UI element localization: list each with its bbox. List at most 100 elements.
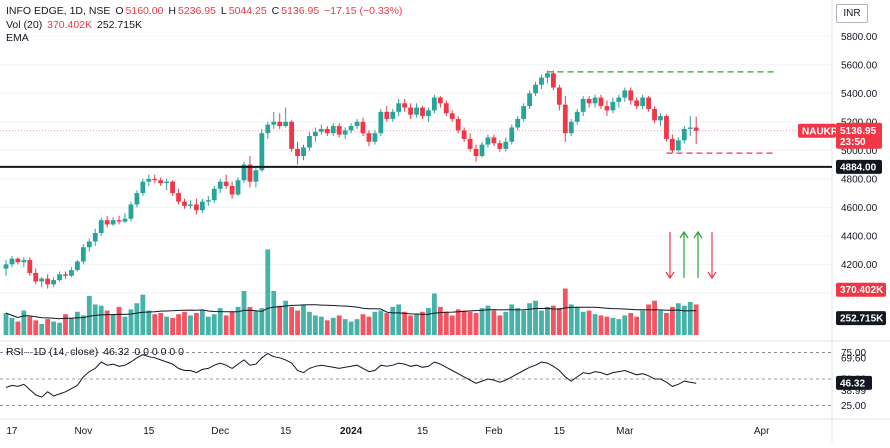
drawn-lines	[0, 71, 832, 280]
time-tick-label: Nov	[74, 426, 92, 437]
volume-value: 370.402K	[47, 19, 93, 31]
price-tick-label: 5400.00	[841, 89, 878, 100]
volume-bar	[27, 316, 33, 335]
volume-bars	[3, 249, 699, 335]
volume-bar	[556, 308, 562, 335]
volume-bar	[681, 305, 687, 335]
volume-bar	[152, 314, 158, 335]
volume-bar	[80, 315, 86, 335]
volume-bar	[271, 291, 277, 335]
time-tick-label: 17	[6, 426, 18, 437]
candle-body	[360, 121, 366, 134]
volume-bar	[235, 306, 241, 335]
volume-ma-line	[5, 304, 697, 320]
volume-bar	[610, 317, 616, 335]
volume-bar	[194, 313, 199, 335]
volume-bar	[604, 316, 610, 335]
volume-bar	[384, 313, 390, 335]
candle-body	[110, 220, 116, 225]
volume-bar	[158, 313, 164, 335]
volume-bar	[253, 310, 259, 335]
volume-bar	[301, 304, 306, 335]
volume-bar	[652, 300, 657, 335]
last-price-tag: 5136.95	[840, 126, 877, 137]
volume-bar	[170, 317, 175, 335]
volume-bar	[205, 316, 211, 335]
ema-header[interactable]: EMA	[6, 32, 31, 44]
candle-body	[426, 110, 431, 117]
candle-body	[313, 131, 318, 137]
volume-bar	[396, 304, 402, 335]
candle-body	[681, 128, 687, 141]
candles	[3, 70, 699, 289]
candle-body	[443, 103, 449, 114]
candle-body	[104, 220, 110, 225]
candle-body	[652, 108, 657, 121]
candle-body	[461, 130, 467, 139]
price-tick-label: 5600.00	[841, 60, 878, 71]
candle-body	[271, 121, 277, 125]
volume-bar	[693, 304, 699, 335]
open-value: 5160.00	[125, 5, 164, 17]
candle-body	[455, 118, 461, 131]
volume-bar	[110, 314, 116, 335]
candle-body	[342, 130, 348, 135]
candle-body	[545, 73, 550, 78]
volume-bar	[140, 294, 146, 335]
candle-body	[348, 126, 354, 131]
volume-bar	[3, 313, 9, 335]
candle-body	[539, 77, 544, 85]
candle-body	[265, 124, 271, 134]
candle-body	[51, 280, 56, 285]
candle-body	[199, 201, 205, 211]
price-tick-label: 5800.00	[841, 32, 878, 43]
volume-bar	[128, 309, 134, 335]
ema-label: EMA	[6, 32, 29, 44]
volume-bar	[348, 321, 354, 335]
candle-body	[229, 185, 235, 195]
candle-body	[604, 106, 610, 111]
currency-button[interactable]: INR	[836, 4, 868, 23]
candle-body	[152, 178, 158, 181]
candle-body	[122, 218, 128, 222]
time-tick-label: Mar	[616, 426, 634, 437]
candle-body	[80, 247, 86, 262]
rsi-line	[5, 352, 697, 398]
volume-bar	[265, 249, 271, 335]
volume-bar	[616, 319, 622, 335]
volume-bar	[598, 315, 604, 335]
candle-body	[318, 128, 324, 132]
rsi-tag: 46.32	[840, 378, 865, 389]
candle-body	[223, 181, 229, 186]
volume-bar	[39, 324, 45, 335]
volume-bar	[521, 310, 527, 335]
candle-body	[616, 97, 622, 102]
volume-bar	[223, 315, 229, 335]
volume-bar	[307, 311, 312, 335]
time-tick-label: 15	[554, 426, 566, 437]
volume-bar	[675, 303, 681, 335]
rsi-header[interactable]: RSI · 1D (14, close) 46.32 0 0 0 0 0 0	[6, 346, 186, 358]
volume-bar	[378, 310, 384, 335]
arrow-up-head	[679, 230, 689, 239]
volume-bar	[670, 306, 675, 335]
candle-body	[580, 98, 586, 112]
volume-bar	[146, 310, 152, 335]
candle-body	[354, 121, 360, 127]
volume-ma-value: 252.715K	[97, 19, 142, 31]
candle-body	[15, 258, 21, 263]
volume-bar	[313, 315, 318, 335]
volume-bar	[259, 308, 265, 335]
volume-ma-tag: 252.715K	[840, 314, 884, 325]
volume-bar	[622, 315, 628, 335]
rsi-tick-label: 75.00	[841, 348, 866, 359]
rsi-tag-bg	[836, 375, 872, 390]
ohlc-header: INFO EDGE, 1D, NSE O 5160.00 H 5236.95 L 50…	[6, 5, 404, 17]
candle-body	[146, 178, 152, 182]
volume-bar	[330, 317, 336, 335]
volume-bar	[164, 316, 170, 335]
candle-body	[664, 116, 669, 139]
